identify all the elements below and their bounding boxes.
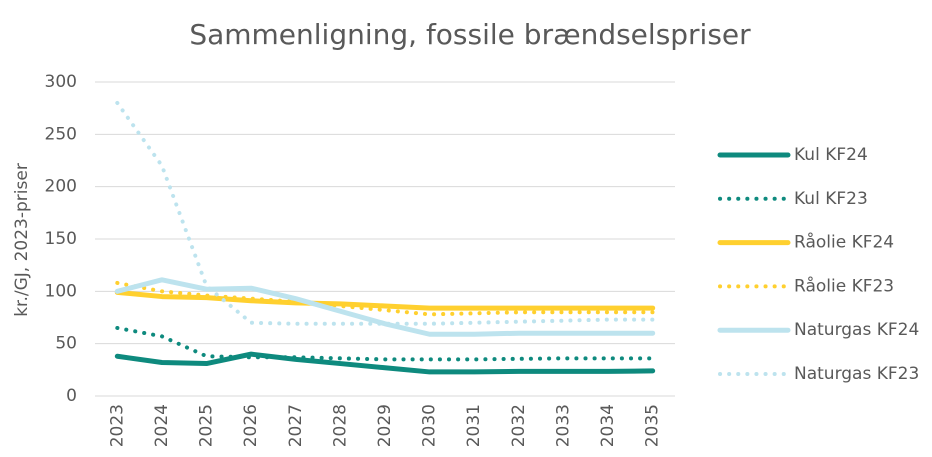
legend-label: Naturgas KF23 — [794, 364, 919, 384]
x-tick-label: 2028 — [330, 404, 350, 447]
x-tick-label: 2026 — [241, 404, 261, 447]
legend-label: Naturgas KF24 — [794, 320, 919, 340]
line-series — [115, 325, 655, 362]
y-tick-label: 200 — [45, 177, 77, 197]
legend-label: Kul KF23 — [794, 189, 868, 209]
x-tick-label: 2031 — [464, 404, 484, 447]
line-series — [115, 280, 655, 317]
x-tick-label: 2029 — [375, 404, 395, 447]
x-tick-label: 2025 — [197, 404, 217, 447]
line-series — [114, 277, 656, 337]
x-tick-label: 2030 — [420, 404, 440, 447]
x-tick-label: 2034 — [598, 404, 618, 447]
line-series — [114, 289, 656, 311]
legend-label: Kul KF24 — [794, 145, 868, 165]
y-tick-label: 0 — [66, 386, 77, 406]
y-tick-label: 100 — [45, 281, 77, 301]
x-tick-label: 2024 — [152, 404, 172, 447]
x-tick-label: 2035 — [643, 404, 663, 447]
x-tick-label: 2032 — [509, 404, 529, 447]
y-tick-label: 50 — [55, 334, 77, 354]
y-tick-label: 300 — [45, 72, 77, 92]
x-tick-label: 2033 — [553, 404, 573, 447]
y-tick-label: 250 — [45, 124, 77, 144]
legend-label: Råolie KF24 — [794, 232, 894, 253]
y-axis-label: kr./GJ, 2023-priser — [12, 163, 32, 317]
legend-label: Råolie KF23 — [794, 275, 894, 296]
x-tick-label: 2027 — [286, 404, 306, 447]
x-tick-label: 2023 — [107, 404, 127, 447]
chart-title: Sammenligning, fossile brændselspriser — [189, 18, 751, 51]
line-series — [115, 100, 655, 326]
line-series — [114, 351, 656, 375]
y-tick-label: 150 — [45, 229, 77, 249]
